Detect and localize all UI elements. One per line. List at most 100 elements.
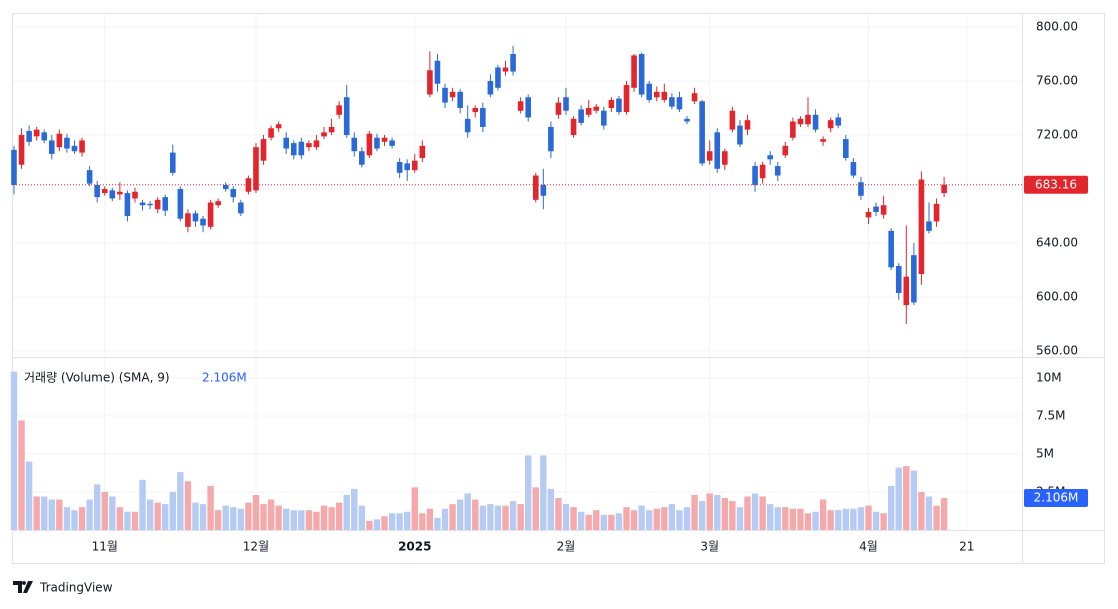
volume-bar xyxy=(275,505,282,530)
volume-bar xyxy=(608,514,615,530)
candle-body xyxy=(117,191,123,195)
volume-bar xyxy=(335,502,343,530)
candle-body xyxy=(343,97,350,136)
volume-bar xyxy=(562,504,570,530)
volume-bar xyxy=(895,467,902,530)
volume-bar xyxy=(925,496,933,530)
candle-body xyxy=(532,175,539,200)
volume-bar xyxy=(93,484,101,530)
volume-bar xyxy=(880,513,887,530)
volume-bar xyxy=(774,507,781,530)
volume-tick-label: 7.5M xyxy=(1036,408,1065,422)
x-tick-label: 12월 xyxy=(243,540,269,554)
candle-body xyxy=(185,213,191,227)
candle-body xyxy=(820,139,826,142)
candle-body xyxy=(495,67,501,88)
volume-bar xyxy=(48,499,55,530)
candle-body xyxy=(585,108,592,115)
volume-bar xyxy=(41,496,48,530)
candle-body xyxy=(843,139,849,158)
brand-name: TradingView xyxy=(39,581,113,595)
candle-body xyxy=(646,83,652,100)
candle-body xyxy=(638,54,645,95)
volume-bar xyxy=(714,494,721,530)
candle-body xyxy=(177,189,184,219)
candle-body xyxy=(722,151,728,165)
candle-body xyxy=(895,265,902,293)
volume-bar xyxy=(101,491,108,530)
x-tick-label: 3월 xyxy=(700,540,719,554)
candle-body xyxy=(827,120,834,129)
volume-bar xyxy=(184,481,192,530)
candle-body xyxy=(48,140,55,154)
candle-body xyxy=(774,166,781,176)
volume-bar xyxy=(124,511,131,530)
candle-body xyxy=(752,166,758,185)
candle-body xyxy=(873,206,879,212)
volume-bar xyxy=(177,472,184,530)
volume-bar xyxy=(555,498,562,530)
volume-bar xyxy=(33,496,40,530)
volume-bar xyxy=(320,505,328,530)
y-tick-label: 600.00 xyxy=(1036,290,1078,304)
candle-body xyxy=(616,98,622,113)
candle-body xyxy=(298,141,305,156)
volume-bar xyxy=(676,510,683,530)
candle-body xyxy=(26,130,32,142)
candle-body xyxy=(18,135,25,165)
candle-body xyxy=(427,70,433,95)
candle-body xyxy=(593,106,600,111)
x-tick-label: 2월 xyxy=(557,540,576,554)
candle-body xyxy=(11,149,17,185)
candle-body xyxy=(260,139,267,161)
candle-body xyxy=(101,189,108,194)
candle-body xyxy=(381,137,388,142)
candle-body xyxy=(86,170,93,184)
candle-body xyxy=(903,276,910,306)
candle-body xyxy=(79,140,85,153)
volume-bar xyxy=(426,508,434,530)
candle-body xyxy=(850,162,857,176)
volume-bar xyxy=(600,514,608,530)
candle-body xyxy=(548,126,554,152)
candle-body xyxy=(147,203,153,206)
chart-frame xyxy=(12,13,1105,564)
volume-bar xyxy=(668,504,676,530)
volume-bar xyxy=(139,479,146,530)
candle-body xyxy=(759,164,766,179)
last-volume-box xyxy=(1024,488,1088,507)
candle-body xyxy=(835,117,842,126)
volume-bar xyxy=(502,505,509,530)
volume-bar xyxy=(525,455,532,530)
y-tick-label: 760.00 xyxy=(1036,74,1078,88)
volume-bar xyxy=(865,505,872,530)
volume-bar xyxy=(887,485,895,530)
volume-bar xyxy=(721,498,729,530)
candle-body xyxy=(797,118,804,125)
candle-body xyxy=(623,85,630,113)
volume-bar xyxy=(343,494,350,530)
volume-bar xyxy=(789,508,797,530)
candle-body xyxy=(858,182,864,196)
candle-body xyxy=(124,193,131,217)
volume-bar xyxy=(615,513,623,530)
candle-body xyxy=(230,189,237,198)
candle-body xyxy=(464,118,471,133)
candle-body xyxy=(162,197,169,211)
candle-body xyxy=(71,145,78,152)
x-tick-label: 21 xyxy=(959,540,974,554)
last-price-label: 683.16 xyxy=(1035,177,1077,191)
last-volume-label: 2.106M xyxy=(1034,490,1079,504)
candle-body xyxy=(729,110,736,130)
volume-bar xyxy=(441,508,449,530)
candle-body xyxy=(215,201,221,206)
volume-bar xyxy=(358,505,366,530)
volume-bar xyxy=(751,493,759,530)
candle-body xyxy=(480,108,486,127)
volume-bar xyxy=(812,511,819,530)
candle-body xyxy=(389,140,395,146)
x-tick-label: 2025 xyxy=(398,540,431,554)
volume-bar xyxy=(827,510,834,530)
volume-bar xyxy=(411,487,418,530)
candle-body xyxy=(517,101,524,111)
